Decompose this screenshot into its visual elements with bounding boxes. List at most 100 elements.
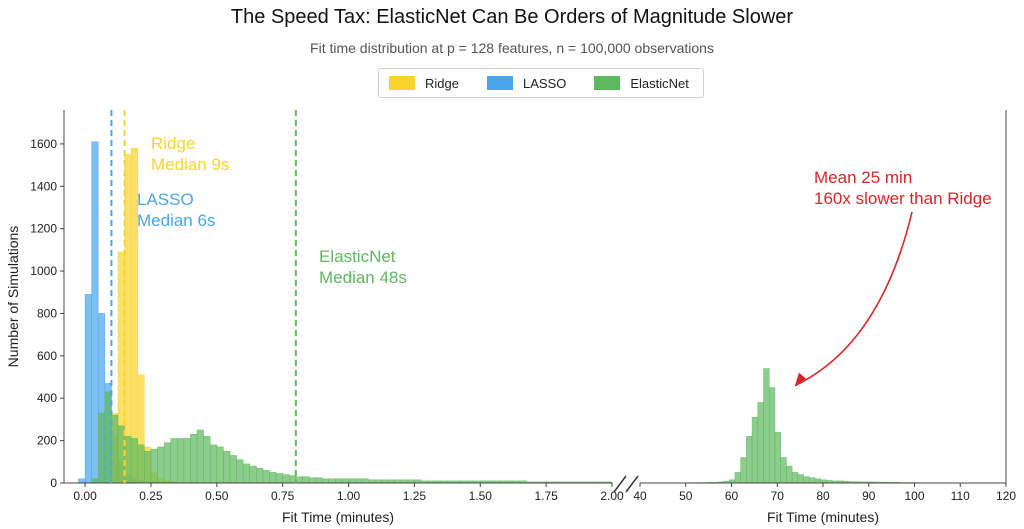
left-x-tick-label: 1.00 [337,489,361,503]
right-elasticnet-bar [768,387,776,484]
right-x-tick-label: 70 [771,489,785,503]
legend-item-ridge: Ridge [389,76,459,91]
left-elasticnet-bar [190,434,198,484]
legend: Ridge LASSO ElasticNet [378,68,704,98]
left-elasticnet-bar [249,465,257,484]
left-elasticnet-bar [209,444,218,484]
annotation-arrow [794,211,913,387]
right-elasticnet-bar [780,457,787,484]
left-x-axis-label: Fit Time (minutes) [282,509,394,525]
right-x-tick-label: 40 [633,489,647,503]
left-elasticnet-bar [262,470,270,484]
right-elasticnet-bar [774,431,781,484]
right-elasticnet-bar [797,474,804,484]
left-elasticnet-bar [308,477,316,484]
left-elasticnet-bar [341,478,349,484]
left-x-tick-label: 0.50 [205,489,229,503]
y-axis-label: Number of Simulations [5,226,21,368]
left-elasticnet-bar [328,478,336,484]
elasticnet-median-label: ElasticNet [319,247,396,266]
legend-swatch-elasticnet [594,76,621,90]
left-elasticnet-bar [163,442,171,484]
right-elasticnet-bar [746,436,753,484]
left-elasticnet-bar [91,478,99,484]
left-elasticnet-bar [183,438,191,484]
left-elasticnet-bar [137,444,145,484]
legend-swatch-lasso [486,76,513,90]
right-elasticnet-bar [809,477,816,484]
left-elasticnet-bar [354,478,362,484]
right-x-tick-label: 50 [679,489,693,503]
right-elasticnet-bar [803,476,810,484]
right-x-tick-label: 120 [996,489,1016,503]
right-x-axis-label: Fit Time (minutes) [767,509,879,525]
left-elasticnet-bar [282,474,290,484]
legend-label-lasso: LASSO [522,75,567,91]
left-x-tick-label: 1.50 [469,489,493,503]
left-elasticnet-bar [98,412,106,484]
right-x-tick-label: 100 [904,489,924,503]
left-elasticnet-bar [236,459,244,484]
left-elasticnet-bar [223,450,231,484]
axis-break-mark [625,475,639,493]
left-elasticnet-bar [242,463,250,484]
left-x-tick-label: 0.25 [139,489,163,503]
left-elasticnet-bar [216,446,224,484]
left-elasticnet-bar [130,438,139,484]
left-x-tick-label: 0.00 [73,489,97,503]
left-elasticnet-bar [361,478,369,484]
ridge-median-label: Ridge [151,134,195,153]
y-tick-label: 0 [50,476,57,490]
left-elasticnet-bar [150,448,158,484]
right-elasticnet-bar [734,472,741,484]
right-x-tick-label: 60 [725,489,739,503]
y-tick-label: 1200 [30,222,57,236]
y-tick-label: 600 [37,349,57,363]
right-elasticnet-bar [786,465,793,484]
left-elasticnet-bar [269,472,277,484]
annotation-arrowhead [794,372,806,386]
legend-swatch-ridge [389,76,415,90]
lasso-median-label: LASSO [137,190,194,209]
left-elasticnet-bar [229,455,237,484]
y-tick-label: 400 [37,391,57,405]
right-elasticnet-bar [757,402,764,484]
legend-label-ridge: Ridge [425,75,459,91]
y-tick-label: 1600 [30,137,57,151]
left-elasticnet-bar [315,477,323,484]
right-elasticnet-bar [814,478,821,484]
left-elasticnet-bar [196,429,204,484]
y-tick-label: 1400 [30,179,57,193]
left-x-tick-label: 0.75 [271,489,295,503]
right-elasticnet-bar [791,472,799,484]
left-elasticnet-bar [335,478,343,484]
left-elasticnet-bar [177,438,185,484]
left-elasticnet-bar [275,473,283,484]
left-lasso-bar [84,294,92,484]
legend-item-lasso: LASSO [486,75,567,91]
left-elasticnet-bar [144,450,152,484]
left-elasticnet-bar [157,446,165,484]
right-elasticnet-bar [763,368,770,484]
right-x-tick-label: 80 [816,489,830,503]
left-elasticnet-bar [170,438,178,484]
left-x-tick-label: 1.75 [534,489,558,503]
legend-item-elasticnet: ElasticNet [594,76,689,91]
left-elasticnet-bar [203,436,211,484]
chart-subtitle: Fit time distribution at p = 128 feature… [310,40,714,56]
lasso-median-label: Median 6s [137,211,215,230]
left-elasticnet-bar [321,478,330,484]
y-tick-label: 200 [37,434,57,448]
right-elasticnet-bar [751,417,759,484]
left-elasticnet-bar [348,478,356,484]
mean-annotation-label: Mean 25 min [814,168,912,187]
legend-label-elasticnet: ElasticNet [630,75,689,91]
y-tick-label: 800 [37,306,57,320]
left-x-tick-label: 1.25 [403,489,427,503]
right-x-tick-label: 110 [951,489,970,503]
chart-title: The Speed Tax: ElasticNet Can Be Orders … [230,6,794,28]
y-tick-label: 1000 [30,264,57,278]
left-elasticnet-bar [302,476,310,484]
mean-annotation-label: 160x slower than Ridge [814,189,992,208]
